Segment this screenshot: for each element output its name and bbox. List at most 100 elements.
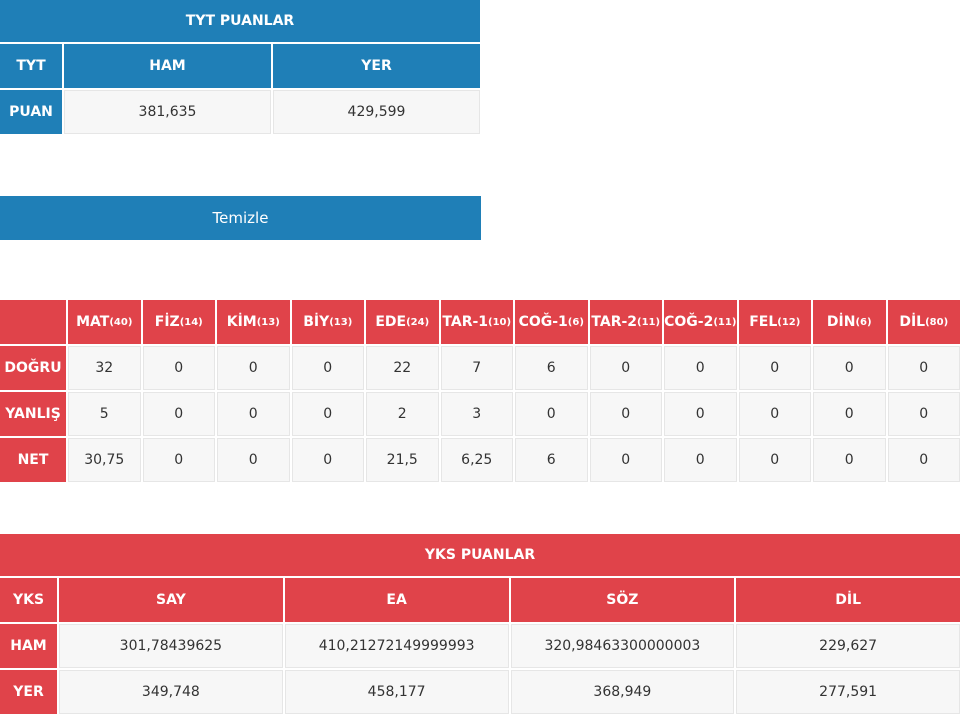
table-cell: 0 — [664, 438, 737, 482]
subject-name: COĞ-2 — [664, 314, 714, 330]
question-count: (11) — [713, 316, 737, 328]
question-count: (80) — [925, 316, 949, 328]
clear-button[interactable]: Temizle — [0, 196, 481, 240]
table-cell: 0 — [515, 392, 588, 436]
table-cell: 0 — [813, 392, 886, 436]
yks-table: YKS PUANLAR YKS SAY EA SÖZ DİL HAM 301,78439625… — [0, 534, 960, 714]
subject-name: MAT — [76, 314, 110, 330]
table-cell: 0 — [813, 438, 886, 482]
table-cell: 429,599 — [273, 90, 480, 134]
column-header: DİL — [736, 578, 960, 622]
row-header: NET — [0, 438, 66, 482]
table-cell: 0 — [589, 392, 662, 436]
question-count: (14) — [179, 316, 203, 328]
question-count: (6) — [567, 316, 584, 328]
table-cell: 0 — [217, 438, 290, 482]
table-cell: 7 — [440, 346, 513, 390]
table-cell: 301,78439625 — [59, 624, 283, 668]
column-header: TAR-2 (11) — [589, 300, 662, 344]
table-cell: 0 — [217, 392, 290, 436]
table-title: TYT PUANLAR — [0, 0, 480, 42]
column-header: BİY (13) — [291, 300, 364, 344]
table-cell: 22 — [366, 346, 439, 390]
subject-name: FİZ — [154, 314, 180, 330]
table-cell: 368,949 — [510, 670, 735, 714]
question-count: (10) — [488, 316, 512, 328]
column-header: SÖZ — [510, 578, 735, 622]
table-cell: 0 — [589, 438, 662, 482]
tyt-table: TYT PUANLAR TYT HAM YER PUAN 381,635 429,599 — [0, 0, 480, 134]
column-header: HAM — [64, 44, 271, 88]
column-header: YKS — [0, 578, 57, 622]
table-cell: 410,21272149999993 — [284, 624, 509, 668]
question-count: (13) — [256, 316, 280, 328]
question-count: (6) — [855, 316, 872, 328]
subject-name: BİY — [303, 314, 330, 330]
corner-cell — [0, 300, 66, 344]
table-cell: 381,635 — [64, 90, 271, 134]
subject-name: COĞ-1 — [518, 314, 568, 330]
table-cell: 0 — [738, 392, 811, 436]
table-cell: 0 — [142, 392, 215, 436]
table-cell: 0 — [664, 346, 737, 390]
column-header: TYT — [0, 44, 62, 88]
column-header: DİL (80) — [887, 300, 960, 344]
column-header: TAR-1 (10) — [440, 300, 513, 344]
column-header: YER — [273, 44, 480, 88]
subject-name: FEL — [749, 314, 778, 330]
table-cell: 0 — [142, 346, 215, 390]
table-cell: 229,627 — [736, 624, 960, 668]
table-cell: 0 — [887, 438, 960, 482]
table-cell: 6 — [515, 346, 588, 390]
row-header: YER — [0, 670, 57, 714]
table-cell: 0 — [291, 438, 364, 482]
table-cell: 458,177 — [284, 670, 509, 714]
subject-name: EDE — [375, 314, 407, 330]
table-cell: 0 — [813, 346, 886, 390]
question-count: (12) — [777, 316, 801, 328]
row-header: YANLIŞ — [0, 392, 66, 436]
question-count: (11) — [637, 316, 661, 328]
column-header: KİM (13) — [217, 300, 290, 344]
table-cell: 320,98463300000003 — [510, 624, 735, 668]
table-cell: 0 — [738, 346, 811, 390]
table-cell: 0 — [291, 392, 364, 436]
table-cell: 0 — [589, 346, 662, 390]
subject-name: DİL — [899, 314, 926, 330]
table-cell: 30,75 — [68, 438, 141, 482]
table-title: YKS PUANLAR — [0, 534, 960, 576]
question-count: (24) — [406, 316, 430, 328]
table-cell: 2 — [366, 392, 439, 436]
column-header: MAT (40) — [68, 300, 141, 344]
table-cell: 6 — [515, 438, 588, 482]
table-cell: 21,5 — [366, 438, 439, 482]
row-header: PUAN — [0, 90, 62, 134]
column-header: FİZ (14) — [142, 300, 215, 344]
table-cell: 0 — [664, 392, 737, 436]
subjects-table: MAT (40) FİZ (14) KİM (13) BİY (13) EDE (24) TAR-1… — [0, 300, 960, 482]
table-cell: 277,591 — [736, 670, 960, 714]
subject-name: TAR-1 — [442, 314, 489, 330]
table-cell: 0 — [738, 438, 811, 482]
row-header: DOĞRU — [0, 346, 66, 390]
table-cell: 0 — [887, 346, 960, 390]
column-header: EDE (24) — [366, 300, 439, 344]
question-count: (40) — [109, 316, 133, 328]
table-cell: 0 — [217, 346, 290, 390]
table-cell: 6,25 — [440, 438, 513, 482]
table-cell: 349,748 — [59, 670, 283, 714]
row-header: HAM — [0, 624, 57, 668]
column-header: COĞ-1 (6) — [515, 300, 588, 344]
subject-name: KİM — [226, 314, 257, 330]
column-header: DİN (6) — [813, 300, 886, 344]
column-header: FEL (12) — [738, 300, 811, 344]
question-count: (13) — [329, 316, 353, 328]
table-cell: 3 — [440, 392, 513, 436]
subject-name: TAR-2 — [591, 314, 638, 330]
table-cell: 0 — [887, 392, 960, 436]
column-header: EA — [284, 578, 509, 622]
table-cell: 5 — [68, 392, 141, 436]
table-cell: 0 — [142, 438, 215, 482]
